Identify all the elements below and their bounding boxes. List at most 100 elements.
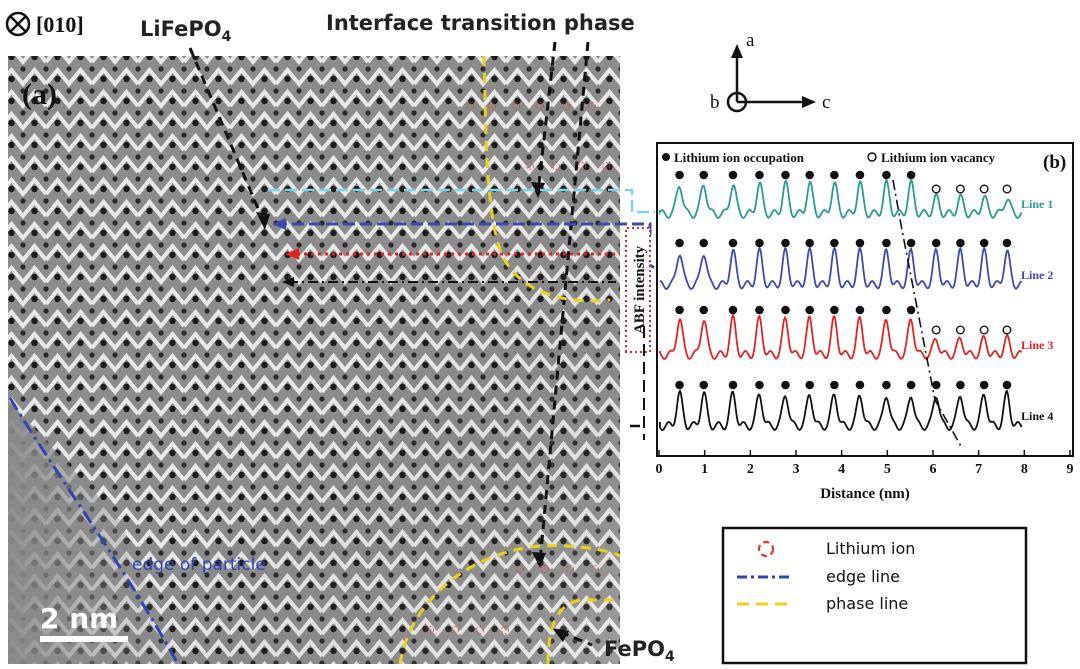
vacancy-marker: [979, 184, 989, 194]
panel-a-label: (a): [22, 78, 57, 111]
occupation-marker: [675, 305, 684, 315]
occupation-marker: [1002, 238, 1012, 248]
x-tick-label: 1: [701, 462, 708, 477]
occupation-marker: [699, 305, 709, 315]
occupation-marker: [931, 238, 941, 248]
lithium-ion-markers: [426, 102, 610, 634]
x-tick-label: 0: [656, 462, 663, 477]
vacancy-marker: [955, 325, 965, 335]
series-label: Line 1: [1021, 197, 1053, 211]
occupation-marker: [781, 170, 790, 180]
x-tick-label: 4: [838, 462, 845, 477]
occupation-marker: [979, 380, 989, 390]
scalebar-label: 2 nm: [40, 602, 118, 635]
occupation-marker: [699, 380, 709, 390]
occupation-marker: [675, 238, 684, 248]
occupation-marker: [728, 170, 738, 180]
vacancy-marker: [1002, 325, 1012, 335]
chart-xlabel: Distance (nm): [820, 486, 910, 502]
occupation-marker: [855, 170, 865, 180]
interface-label: Interface transition phase: [326, 11, 635, 35]
occupation-marker: [830, 305, 839, 315]
occupation-marker: [906, 305, 916, 315]
transition-boundary-line: [892, 179, 963, 449]
axis-b-label: b: [710, 92, 720, 113]
vacancy-marker: [979, 325, 989, 335]
occupation-marker: [781, 238, 790, 248]
occupation-marker: [755, 305, 764, 315]
amorphous-edge-region: [8, 400, 180, 664]
x-tick-label: 8: [1021, 462, 1028, 477]
occupation-marker: [728, 305, 738, 315]
vacancy-marker: [931, 325, 941, 335]
occupation-marker: [906, 238, 916, 248]
occupation-marker: [805, 238, 814, 248]
axis-c-label: c: [822, 92, 830, 113]
occupation-marker: [855, 380, 865, 390]
series-label: Line 3: [1021, 338, 1053, 352]
series-line: [658, 312, 1023, 360]
series-line: [658, 177, 1023, 219]
occupation-marker: [830, 170, 839, 180]
occupation-marker: [781, 380, 790, 390]
edge-of-particle-label: edge of particle: [132, 555, 266, 575]
vacancy-marker: [931, 184, 941, 194]
occupation-marker: [830, 380, 839, 390]
ylabel-group: ABF intensity: [625, 227, 651, 353]
occupation-marker: [699, 238, 709, 248]
occupation-marker: [805, 170, 814, 180]
occupation-marker: [882, 170, 891, 180]
occupation-marker: [755, 380, 764, 390]
scalebar: [40, 636, 128, 642]
vacancy-legend-marker: [867, 152, 877, 162]
occupation-marker: [855, 305, 865, 315]
legend-item-phase-line: phase line: [826, 594, 908, 613]
occupation-marker: [675, 170, 684, 180]
x-tick-label: 9: [1067, 462, 1074, 477]
lifepo4-label: LiFePO4: [140, 17, 232, 45]
x-tick-label: 3: [793, 462, 800, 477]
occupation-legend-marker: [662, 153, 670, 161]
lithium-ion-legend-icon: [757, 540, 775, 558]
x-tick-label: 5: [884, 462, 891, 477]
occupation-marker: [830, 238, 839, 248]
occupation-marker: [728, 380, 738, 390]
occupation-marker: [882, 380, 891, 390]
profile-arrow-heads: [272, 218, 299, 287]
phase-lines: [398, 55, 621, 665]
chart-ylabel: ABF intensity: [632, 245, 648, 334]
legend-box: Lithium ion edge line phase line: [721, 526, 1028, 665]
occupation-marker: [699, 170, 709, 180]
occupation-marker: [906, 170, 916, 180]
fepo4-label: FePO4: [604, 637, 675, 665]
vacancy-marker: [1002, 184, 1012, 194]
series-label: Line 2: [1021, 268, 1053, 282]
vacancy-legend-label: Lithium ion vacancy: [881, 150, 996, 165]
zone-axis-label: [010]: [36, 12, 84, 37]
x-ticks: 0 1 2 3 4 5 6 7 8 9: [656, 450, 1074, 477]
x-tick-label: 2: [747, 462, 754, 477]
series-label: Line 4: [1021, 409, 1053, 423]
occupation-marker: [805, 380, 814, 390]
series-line: [659, 245, 1023, 291]
occupation-marker: [781, 305, 790, 315]
occupation-marker: [931, 380, 941, 390]
occupation-marker: [979, 238, 989, 248]
zone-axis-icon: [5, 11, 31, 37]
axis-a-label: a: [746, 30, 755, 51]
occupation-marker: [675, 380, 684, 390]
occupation-marker: [755, 238, 764, 248]
edge-line: [8, 397, 180, 665]
occupation-legend-label: Lithium ion occupation: [674, 150, 805, 165]
series-line: [658, 389, 1023, 431]
occupation-marker: [805, 305, 814, 315]
series-layer: Line 1 Line 2 Line 3 Line 4: [658, 170, 1053, 431]
vacancy-marker: [955, 184, 965, 194]
panel-b-chart: Lithium ion occupation Lithium ion vacan…: [625, 142, 1074, 502]
occupation-marker: [956, 380, 965, 390]
x-tick-label: 6: [930, 462, 937, 477]
occupation-marker: [855, 238, 865, 248]
occupation-marker: [956, 238, 965, 248]
panel-a: [010] (a) LiFePO4 Interface transition p…: [5, 11, 675, 665]
